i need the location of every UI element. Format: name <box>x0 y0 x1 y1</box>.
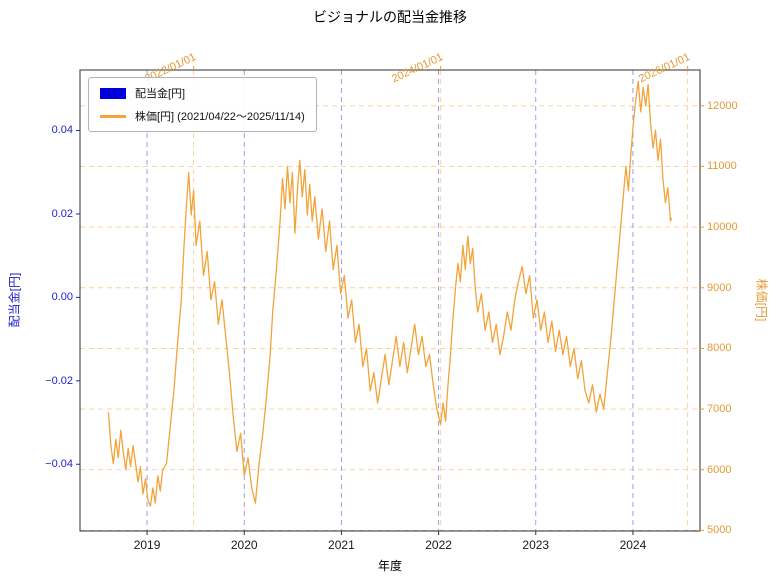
price-line <box>107 80 673 507</box>
legend-label-price: 株価[円] (2021/04/22～2025/11/14) <box>135 111 305 123</box>
legend: 配当金[円] 株価[円] (2021/04/22～2025/11/14) <box>88 77 317 132</box>
right-axis-label: 株価[円] <box>754 278 769 322</box>
left-axis-label: 配当金[円] <box>7 272 22 328</box>
plot-frame <box>79 69 701 532</box>
gridlines <box>80 70 700 531</box>
chart-title: ビジョナルの配当金推移 <box>313 9 467 25</box>
x-axis-label: 年度 <box>377 559 403 573</box>
tick-marks <box>76 66 704 535</box>
legend-item-dividend: 配当金[円] <box>100 85 305 101</box>
dividend-bar-swatch <box>100 87 126 99</box>
legend-item-price: 株価[円] (2021/04/22～2025/11/14) <box>100 108 305 124</box>
legend-label-dividend: 配当金[円] <box>135 88 186 100</box>
price-line-swatch <box>100 114 126 118</box>
